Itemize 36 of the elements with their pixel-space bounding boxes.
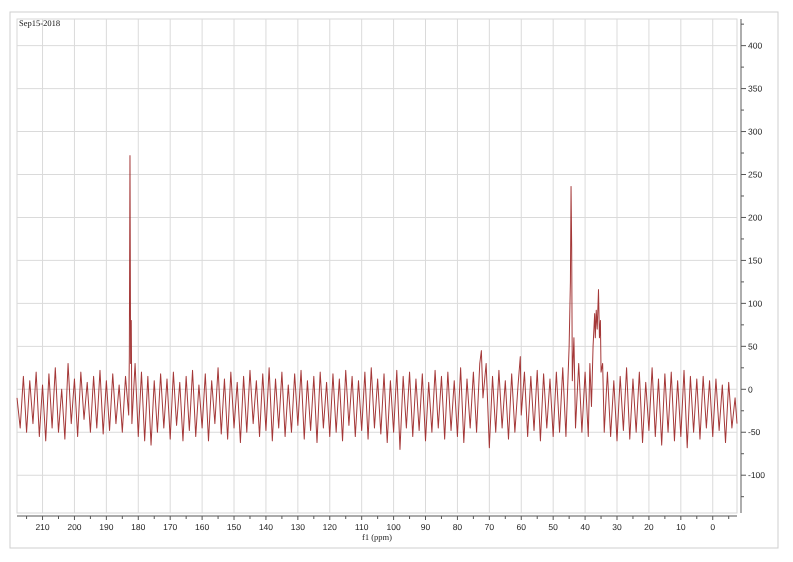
x-tick-label: 150 [226,522,242,532]
y-tick-label: 150 [748,255,762,266]
x-axis-title: f1 (ppm) [362,532,392,542]
x-tick-label: 10 [676,522,686,532]
y-tick-label: -50 [748,427,761,438]
x-tick-label: 110 [354,522,369,532]
x-tick-label: 40 [580,522,590,532]
y-tick-label: 200 [748,212,762,222]
x-tick-label: 130 [290,522,306,532]
x-tick-label: 180 [131,522,146,532]
y-tick-label: 50 [748,341,758,352]
x-tick-label: 20 [644,522,654,532]
x-tick-label: 50 [548,522,558,532]
line-series [16,155,738,450]
x-tick-label: 30 [612,522,622,532]
x-tick-label: 170 [163,522,178,532]
y-tick-label: 250 [748,169,762,180]
x-tick-label: 160 [195,522,210,532]
x-tick-label: 70 [484,522,494,532]
y-tick-label: 400 [748,40,762,51]
x-tick-label: 210 [35,522,50,532]
y-tick-label: 300 [748,126,762,137]
x-tick-label: 120 [322,522,338,532]
y-tick-label: 100 [748,298,762,308]
x-tick-label: 0 [710,522,716,532]
x-tick-label: 140 [258,522,274,532]
chart-title: Sep15-2018 [19,18,60,28]
x-tick-label: 80 [452,522,462,532]
y-tick-label: 0 [748,384,753,394]
x-tick-label: 190 [99,522,114,532]
x-tick-label: 100 [386,522,401,532]
y-tick-label: -100 [748,470,766,480]
x-tick-label: 90 [420,522,431,532]
x-tick-label: 200 [67,522,82,532]
x-tick-label: 60 [516,522,526,532]
y-tick-label: 350 [748,84,762,94]
